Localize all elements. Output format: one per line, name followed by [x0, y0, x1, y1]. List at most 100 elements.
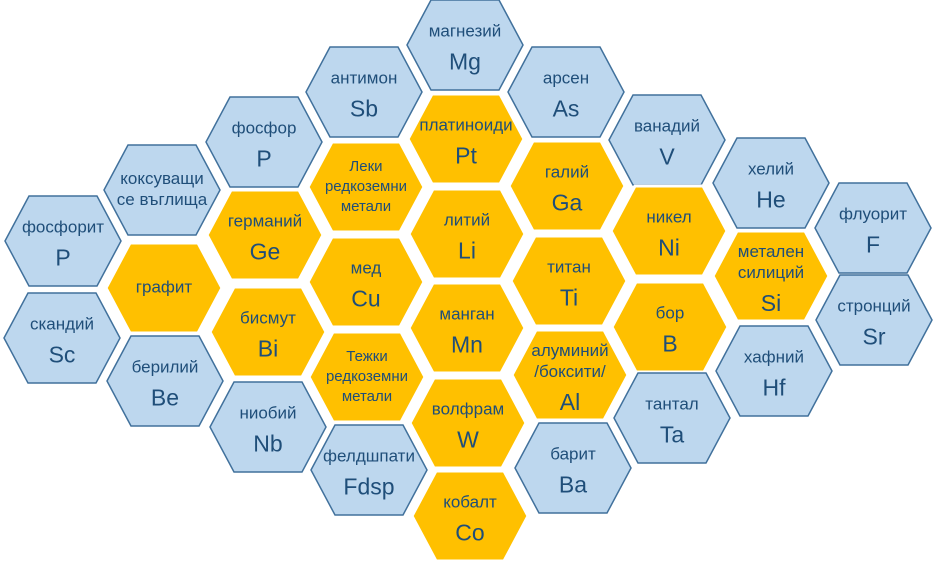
cell-name: алуминий [531, 341, 608, 360]
cell-symbol: Co [455, 519, 484, 545]
cell-symbol: Bi [258, 335, 278, 361]
cell-name: бисмут [240, 308, 296, 327]
cell-name: стронций [837, 296, 910, 315]
hexagon [509, 234, 629, 328]
cell-name: Тежки [346, 348, 387, 365]
cell-name: манган [439, 304, 494, 323]
hexagon [4, 195, 122, 287]
hexagon [406, 92, 526, 186]
cell-name: титан [547, 257, 591, 276]
hexagon [307, 330, 427, 424]
hexagon [510, 328, 630, 422]
cell-symbol: B [662, 330, 677, 356]
cell-name: метали [342, 388, 392, 405]
hexagon [715, 325, 833, 417]
cell-symbol: P [55, 244, 70, 270]
cell-name: метален [738, 242, 804, 261]
hexagon [613, 372, 731, 464]
hexagon [205, 188, 325, 282]
cell-name: арсен [543, 68, 589, 87]
cell-name: Леки [349, 158, 382, 175]
cell-name: бор [656, 303, 685, 322]
hexagon [410, 469, 530, 563]
hexagon [514, 422, 632, 514]
cell-name: се въглища [117, 190, 208, 209]
hexagon [406, 0, 524, 91]
cell-symbol: Mg [449, 48, 481, 74]
cell-name: фосфорит [22, 217, 104, 236]
hexagon [104, 241, 224, 335]
cell-name: барит [550, 444, 596, 463]
cell-symbol: Mn [451, 331, 483, 357]
cell-symbol: Ba [559, 471, 587, 497]
hexagon [305, 46, 423, 138]
hexagon [711, 229, 831, 323]
cell-symbol: Nb [253, 430, 282, 456]
hexagon [209, 381, 327, 473]
cell-symbol: Sc [49, 341, 76, 367]
cell-symbol: As [553, 95, 580, 121]
hexagon [610, 280, 730, 374]
hexagon [507, 139, 627, 233]
hexagon [814, 182, 932, 274]
cell-symbol: Sb [350, 95, 378, 121]
cell-symbol: Ti [560, 284, 578, 310]
cell-name: волфрам [432, 399, 504, 418]
hexagon [3, 292, 121, 384]
cell-name: редкоземни [326, 368, 408, 385]
cell-name: метали [341, 198, 391, 215]
cell-name: скандий [30, 314, 94, 333]
hexagon [205, 96, 323, 188]
hexagon [608, 94, 726, 186]
cell-name: галий [545, 162, 589, 181]
hexagon [208, 285, 328, 379]
hexagon [815, 274, 933, 366]
cell-symbol: Pt [455, 142, 477, 168]
cell-name: фелдшпати [323, 446, 415, 465]
cell-symbol: Be [151, 384, 179, 410]
cell-name: мед [351, 258, 382, 277]
cell-name: ванадий [634, 116, 700, 135]
cell-name: фосфор [232, 118, 297, 137]
cell-symbol: W [457, 426, 479, 452]
cell-name: магнезий [429, 21, 502, 40]
cell-symbol: Sr [863, 323, 886, 349]
cell-symbol: Ni [658, 234, 680, 260]
cell-name: литий [444, 210, 490, 229]
cell-name: хафний [744, 347, 804, 366]
hexagon [507, 46, 625, 138]
cell-symbol: V [659, 143, 675, 169]
cell-name: тантал [645, 394, 698, 413]
cell-name: кобалт [443, 492, 497, 511]
hexagon [407, 187, 527, 281]
cell-symbol: He [756, 186, 785, 212]
cell-name: антимон [331, 68, 398, 87]
cell-name: /боксити/ [534, 362, 606, 381]
cell-symbol: Cu [351, 285, 380, 311]
cell-name: берилий [132, 357, 199, 376]
cell-name: никел [646, 207, 691, 226]
cell-name: германий [228, 211, 302, 230]
cell-symbol: F [866, 231, 880, 257]
hexagon [306, 235, 426, 329]
cell-symbol: Fdsp [343, 473, 394, 499]
cell-name: флуорит [839, 204, 907, 223]
hexagon [712, 137, 830, 229]
cell-name: ниобий [239, 403, 296, 422]
hexagon [106, 335, 224, 427]
hexagon [408, 376, 528, 470]
cell-name: хелий [748, 159, 794, 178]
cell-name: силиций [738, 263, 804, 282]
hexagon [407, 281, 527, 375]
cell-symbol: Li [458, 237, 476, 263]
hexagon [609, 184, 729, 278]
cell-name: платиноиди [419, 115, 512, 134]
cell-symbol: Ge [250, 238, 281, 264]
cell-symbol: Si [761, 290, 781, 316]
cell-symbol: Al [560, 389, 580, 415]
cell-name: редкоземни [325, 178, 407, 195]
cell-name: графит [136, 277, 193, 296]
cell-symbol: Ta [660, 421, 685, 447]
cell-symbol: Hf [763, 374, 787, 400]
